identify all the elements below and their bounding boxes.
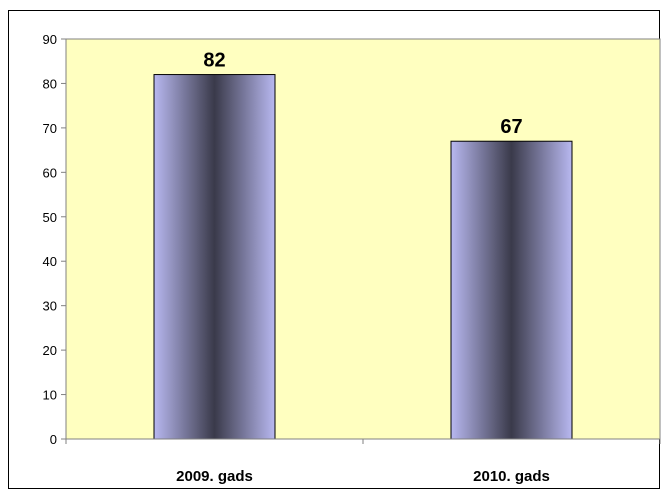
data-label-2: 67	[500, 116, 522, 138]
y-tick-label-40: 40	[43, 254, 57, 269]
y-tick-label-0: 0	[50, 432, 57, 447]
y-tick-label-80: 80	[43, 76, 57, 91]
y-tick-label-10: 10	[43, 388, 57, 403]
bar-1	[153, 74, 276, 440]
data-label-1: 82	[203, 50, 225, 72]
bar-2	[450, 140, 573, 440]
y-tick-label-30: 30	[43, 299, 57, 314]
y-tick-label-90: 90	[43, 32, 57, 47]
y-tick-label-50: 50	[43, 210, 57, 225]
bar-chart: 82 2009. gads 67 2010. gads 0 10 20 30 40 50 60 70 8…	[43, 32, 661, 485]
y-tick-label-60: 60	[43, 165, 57, 180]
y-tick-label-20: 20	[43, 343, 57, 358]
chart-area: 82 2009. gads 67 2010. gads 0 10 20 30 40 50 60 70 8…	[8, 10, 661, 489]
y-tick-label-70: 70	[43, 121, 57, 136]
x-tick-label-2: 2010. gads	[473, 468, 550, 485]
x-tick-label-1: 2009. gads	[176, 468, 253, 485]
